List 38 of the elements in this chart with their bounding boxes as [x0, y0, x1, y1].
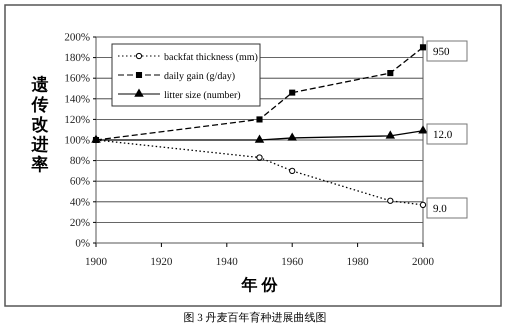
point: [386, 130, 395, 139]
y-tick-label: 80%: [70, 155, 90, 168]
y-tick-label: 200%: [64, 32, 90, 44]
point: [288, 132, 297, 141]
point: [420, 44, 426, 50]
point: [289, 90, 296, 96]
point: [289, 168, 296, 174]
point: [418, 126, 428, 134]
x-tick-label: 1980: [346, 256, 370, 268]
legend-label: litter size (number): [164, 90, 241, 101]
y-tick-label: 20%: [70, 216, 90, 229]
legend-label: backfat thickness (mm): [164, 52, 258, 63]
y-tick-label: 40%: [70, 196, 90, 208]
y-tick-label: 160%: [64, 72, 90, 85]
y-tick-label: 140%: [64, 93, 90, 106]
y-tick-label: 180%: [64, 52, 90, 64]
legend-label: daily gain (g/day): [164, 71, 236, 82]
x-tick-label: 1900: [85, 256, 108, 268]
x-tick-label: 2000: [412, 256, 434, 268]
point: [256, 154, 263, 161]
x-axis-title: 年 份: [240, 276, 278, 294]
point: [387, 198, 394, 204]
point: [420, 202, 426, 208]
text: 950: [433, 46, 450, 58]
y-tick-label: 0%: [75, 238, 90, 250]
text: 12.0: [433, 129, 453, 141]
x-tick-label: 1960: [281, 256, 304, 268]
y-tick-label: 60%: [70, 176, 90, 188]
point: [255, 135, 264, 143]
y-tick-label: 120%: [64, 114, 90, 126]
caption: 图 3 丹麦百年育种进展曲线图: [184, 311, 326, 324]
point: [256, 116, 263, 122]
x-tick-label: 1940: [216, 256, 238, 268]
point: [387, 70, 394, 76]
y-axis-title: 遗传改进率: [30, 75, 48, 174]
x-tick-label: 1920: [150, 256, 173, 268]
text: 9.0: [433, 203, 448, 215]
y-tick-label: 100%: [64, 134, 90, 147]
